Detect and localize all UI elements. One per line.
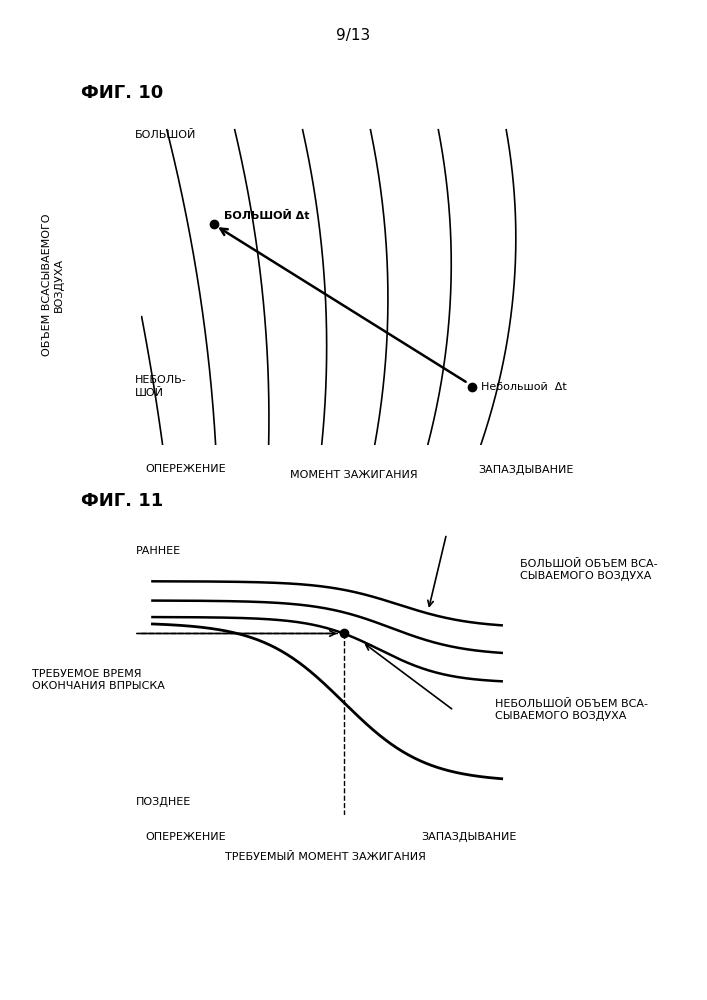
Text: НЕБОЛЬШОЙ ОБЪЕМ ВСА-
СЫВАЕМОГО ВОЗДУХА: НЕБОЛЬШОЙ ОБЪЕМ ВСА- СЫВАЕМОГО ВОЗДУХА (495, 699, 648, 721)
Text: БОЛЬШОЙ ОБЪЕМ ВСА-
СЫВАЕМОГО ВОЗДУХА: БОЛЬШОЙ ОБЪЕМ ВСА- СЫВАЕМОГО ВОЗДУХА (520, 559, 658, 581)
Text: ТРЕБУЕМОЕ ВРЕМЯ
ОКОНЧАНИЯ ВПРЫСКА: ТРЕБУЕМОЕ ВРЕМЯ ОКОНЧАНИЯ ВПРЫСКА (32, 669, 165, 691)
Text: ОБЪЕМ ВСАСЫВАЕМОГО
ВОЗДУХА: ОБЪЕМ ВСАСЫВАЕМОГО ВОЗДУХА (42, 214, 64, 356)
Text: ФИГ. 10: ФИГ. 10 (81, 84, 163, 102)
Text: ОПЕРЕЖЕНИЕ: ОПЕРЕЖЕНИЕ (145, 832, 226, 842)
Text: Небольшой  Δt: Небольшой Δt (481, 381, 566, 391)
Text: НЕБОЛЬ-
ШОЙ: НЕБОЛЬ- ШОЙ (135, 375, 187, 398)
Text: ФИГ. 11: ФИГ. 11 (81, 492, 163, 510)
Text: БОЛЬШОЙ: БОЛЬШОЙ (135, 130, 197, 140)
Text: ПОЗДНЕЕ: ПОЗДНЕЕ (136, 797, 191, 807)
Text: ТРЕБУЕМЫЙ МОМЕНТ ЗАЖИГАНИЯ: ТРЕБУЕМЫЙ МОМЕНТ ЗАЖИГАНИЯ (225, 852, 426, 862)
Text: ЗАПАЗДЫВАНИЕ: ЗАПАЗДЫВАНИЕ (421, 832, 516, 842)
Text: ЗАПАЗДЫВАНИЕ: ЗАПАЗДЫВАНИЕ (479, 464, 574, 475)
Text: РАННЕЕ: РАННЕЕ (136, 546, 181, 556)
Text: МОМЕНТ ЗАЖИГАНИЯ: МОМЕНТ ЗАЖИГАНИЯ (290, 470, 417, 480)
Text: 9/13: 9/13 (337, 28, 370, 43)
Text: ОПЕРЕЖЕНИЕ: ОПЕРЕЖЕНИЕ (146, 464, 226, 475)
Text: БОЛЬШОЙ Δt: БОЛЬШОЙ Δt (224, 211, 310, 221)
